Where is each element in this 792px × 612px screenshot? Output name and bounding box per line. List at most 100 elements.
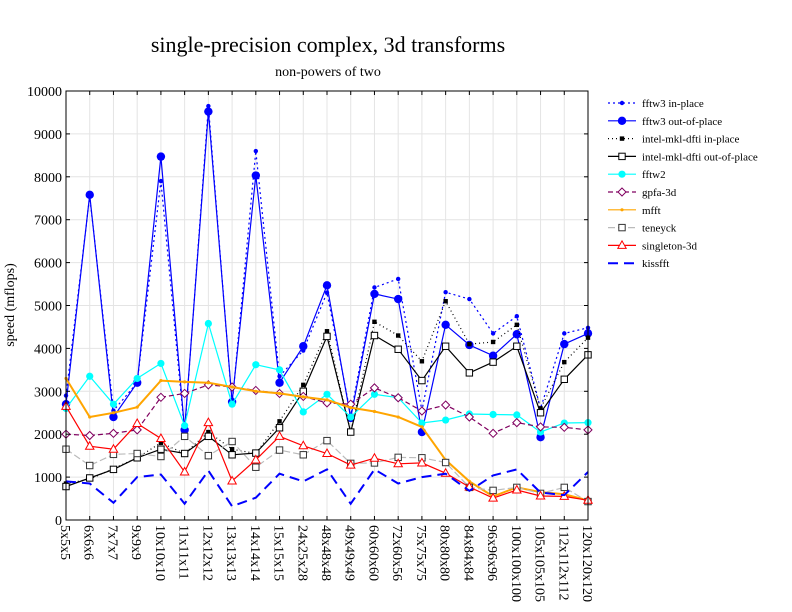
- data-point: [275, 366, 284, 374]
- data-point: [301, 395, 305, 399]
- data-point: [299, 451, 307, 459]
- data-point: [560, 339, 569, 349]
- data-point: [372, 409, 377, 414]
- legend-label: gpfa-3d: [642, 187, 677, 199]
- series: [62, 432, 592, 506]
- data-point: [299, 342, 308, 351]
- legend-entry: mfft: [608, 205, 661, 217]
- y-tick-label: 4000: [34, 342, 62, 357]
- data-point: [441, 342, 450, 350]
- data-point: [512, 330, 522, 339]
- data-point: [179, 388, 190, 399]
- data-point: [325, 398, 329, 402]
- data-point: [109, 400, 118, 408]
- series: [60, 400, 594, 504]
- data-point: [489, 410, 497, 419]
- x-tick-label: 10x10x10: [152, 525, 167, 581]
- data-point: [253, 148, 259, 154]
- data-point: [88, 415, 92, 419]
- data-point: [490, 339, 496, 345]
- data-point: [395, 276, 401, 282]
- data-point: [133, 449, 141, 458]
- data-point: [420, 425, 424, 429]
- data-point: [254, 389, 258, 393]
- x-tick-label: 60x60x60: [365, 525, 380, 581]
- data-point: [204, 107, 213, 116]
- data-point: [230, 385, 234, 389]
- data-point: [418, 376, 426, 385]
- data-point: [620, 208, 624, 212]
- data-point: [372, 319, 377, 325]
- data-point: [349, 406, 353, 410]
- data-point: [204, 451, 213, 460]
- data-point: [85, 190, 94, 200]
- data-point: [536, 409, 545, 417]
- data-point: [619, 136, 625, 141]
- data-point: [108, 428, 119, 439]
- x-tick-label: 6x6x6: [81, 525, 96, 560]
- y-tick-label: 3000: [34, 385, 62, 400]
- data-point: [562, 331, 567, 336]
- data-point: [562, 359, 567, 365]
- data-point: [228, 451, 236, 459]
- data-point: [204, 319, 212, 328]
- x-tick-label: 12x12x12: [199, 525, 214, 581]
- data-point: [85, 430, 95, 441]
- data-point: [618, 152, 626, 161]
- x-tick-label: 105x105x105: [532, 525, 547, 602]
- plot-series: [60, 103, 594, 508]
- chart-title: single-precision complex, 3d transforms: [151, 32, 505, 57]
- legend-label: kissfft: [642, 258, 669, 270]
- data-point: [616, 239, 628, 249]
- legend-entry: singleton-3d: [608, 239, 697, 252]
- data-point: [467, 479, 471, 483]
- data-point: [277, 419, 282, 424]
- data-point: [394, 345, 402, 353]
- data-point: [535, 490, 546, 500]
- data-point: [369, 383, 380, 393]
- x-tick-label: 14x14x14: [247, 525, 262, 581]
- x-tick-label: 48x48x48: [318, 525, 333, 581]
- data-point: [109, 465, 118, 474]
- data-point: [467, 341, 472, 347]
- legend-entry: kissfft: [608, 258, 669, 270]
- series-line: [65, 468, 589, 508]
- data-point: [250, 454, 261, 464]
- x-tick-label: 96x96x96: [484, 525, 499, 581]
- data-point: [440, 400, 451, 410]
- data-point: [347, 413, 355, 421]
- data-point: [228, 437, 236, 446]
- y-tick-label: 8000: [34, 171, 62, 186]
- data-point: [465, 369, 474, 377]
- x-tick-label: 13x13x13: [223, 525, 238, 581]
- data-point: [157, 359, 165, 368]
- data-point: [369, 452, 380, 462]
- y-axis-label: speed (mflops): [3, 263, 18, 347]
- data-point: [180, 432, 189, 441]
- legend-label: fftw3 in-place: [642, 98, 704, 110]
- data-point: [419, 359, 425, 364]
- data-point: [416, 457, 427, 467]
- x-tick-label: 112x112x112: [555, 525, 570, 600]
- data-point: [619, 100, 625, 106]
- data-point: [324, 329, 330, 334]
- data-point: [512, 417, 522, 428]
- data-point: [488, 428, 498, 439]
- data-point: [275, 446, 284, 454]
- y-tick-label: 9000: [34, 128, 62, 143]
- data-point: [229, 447, 235, 452]
- data-point: [111, 411, 116, 415]
- data-point: [345, 459, 356, 469]
- data-point: [203, 417, 214, 427]
- data-point: [393, 393, 403, 403]
- data-point: [372, 285, 377, 290]
- chart-subtitle: non-powers of two: [275, 65, 381, 80]
- legend-entry: fftw2: [608, 169, 666, 181]
- series: [61, 107, 593, 442]
- data-point: [159, 378, 163, 383]
- data-point: [489, 358, 497, 366]
- x-tick-label: 72x60x56: [389, 525, 404, 581]
- data-point: [108, 443, 119, 453]
- data-point: [617, 116, 627, 126]
